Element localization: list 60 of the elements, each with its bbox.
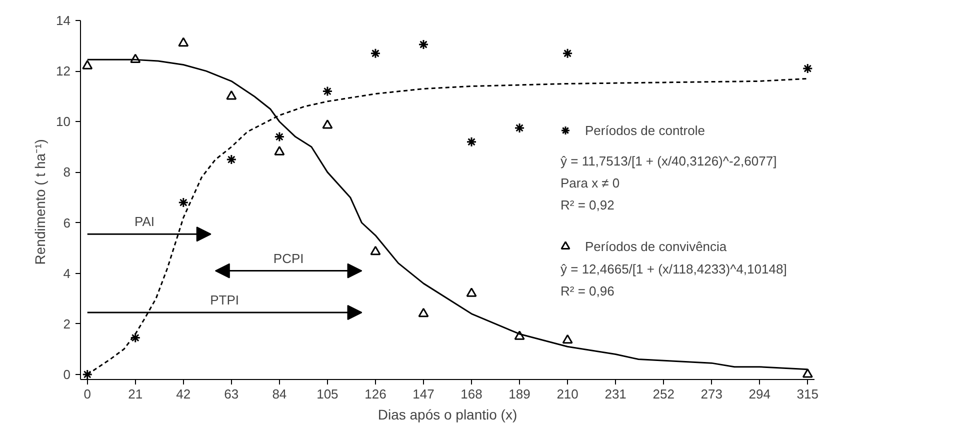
x-tick-label: 42: [176, 386, 191, 402]
point: [418, 39, 429, 50]
y-tick-label: 10: [56, 114, 71, 130]
point: [226, 154, 237, 165]
point: [562, 334, 573, 344]
point: [370, 48, 381, 59]
point: [370, 246, 381, 256]
y-tick-label: 0: [63, 366, 71, 382]
annotation: PTPI: [210, 292, 240, 308]
point: [82, 60, 93, 70]
point: [322, 119, 333, 129]
legend-label: Períodos de convivência: [585, 238, 727, 254]
point: [226, 90, 237, 100]
point: [130, 332, 141, 344]
y-tick-label: 8: [63, 164, 71, 180]
y-tick-label: 14: [56, 13, 71, 28]
point: [274, 132, 285, 142]
x-tick-label: 315: [796, 386, 818, 402]
x-tick-label: 231: [604, 386, 626, 402]
x-tick-label: 168: [460, 386, 482, 402]
point: [130, 54, 141, 64]
x-tick-label: 294: [748, 386, 770, 402]
point: [562, 48, 573, 59]
y-tick-label: 4: [63, 266, 71, 281]
annotation: Para x ≠ 0: [560, 176, 620, 190]
y-axis-title: Rendimento ( t ha⁻¹): [32, 139, 48, 265]
x-tick-label: 63: [224, 386, 239, 402]
point: [274, 146, 285, 156]
annotation: R² = 0,92: [560, 198, 614, 212]
annotation: PAI: [134, 214, 155, 230]
x-tick-label: 0: [84, 386, 91, 402]
x-tick-label: 84: [272, 386, 287, 402]
point: [514, 330, 525, 340]
annotation: ŷ = 12,4665/[1 + (x/118,4233)^4,10148]: [560, 262, 787, 276]
point: [466, 136, 477, 148]
x-tick-label: 252: [652, 386, 674, 402]
x-axis-title: Dias após o plantio (x): [378, 406, 518, 422]
point: [514, 122, 525, 134]
x-tick-label: 210: [556, 386, 578, 402]
annotation: ŷ = 11,7513/[1 + (x/40,3126)^-2,6077]: [560, 154, 777, 168]
point: [178, 37, 189, 47]
x-tick-label: 147: [412, 386, 434, 402]
y-tick-label: 2: [63, 316, 71, 332]
annotation: R² = 0,96: [560, 284, 614, 298]
y-tick-label: 12: [56, 64, 71, 79]
x-tick-label: 105: [316, 386, 338, 402]
x-tick-label: 21: [128, 386, 143, 402]
x-tick-label: 126: [364, 386, 386, 402]
x-tick-label: 189: [508, 386, 530, 402]
point: [802, 368, 813, 378]
point: [82, 369, 93, 380]
point: [322, 86, 333, 97]
x-tick-label: 273: [700, 386, 722, 402]
point: [466, 288, 477, 297]
legend-label: Períodos de controle: [585, 122, 705, 138]
point: [178, 197, 189, 208]
point: [418, 308, 429, 318]
annotation: PCPI: [273, 250, 304, 266]
point: [802, 63, 813, 74]
y-tick-label: 6: [63, 215, 71, 230]
